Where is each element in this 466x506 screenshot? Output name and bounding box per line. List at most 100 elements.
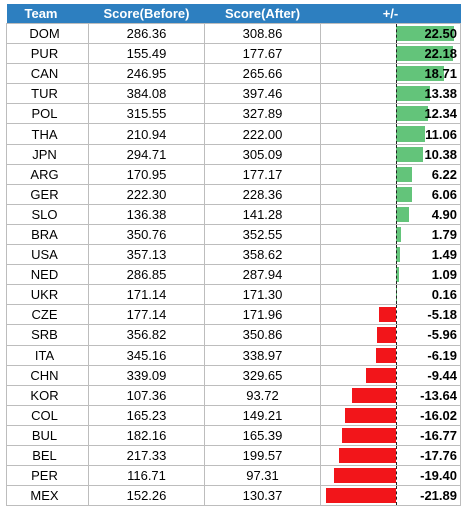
positive-bar bbox=[396, 46, 454, 62]
delta-value: 10.38 bbox=[424, 146, 457, 162]
score-after-cell: 93.72 bbox=[204, 384, 321, 406]
delta-cell: 1.49 bbox=[320, 244, 461, 266]
delta-value: 13.38 bbox=[424, 86, 457, 102]
table-row: PUR 155.49 177.67 22.18 bbox=[6, 43, 461, 65]
positive-bar bbox=[396, 226, 401, 243]
table-row: UKR 171.14 171.30 0.16 bbox=[6, 284, 461, 306]
team-cell: TUR bbox=[6, 83, 89, 105]
team-cell: BRA bbox=[6, 223, 89, 246]
score-after-cell: 352.55 bbox=[204, 223, 321, 246]
score-after-cell: 305.09 bbox=[204, 143, 321, 165]
team-cell: GER bbox=[6, 183, 89, 205]
team-cell: PUR bbox=[6, 43, 89, 65]
delta-cell: -6.19 bbox=[320, 344, 461, 366]
score-after-cell: 265.66 bbox=[204, 63, 321, 85]
delta-cell: 13.38 bbox=[320, 83, 461, 105]
zero-line bbox=[396, 205, 397, 224]
score-after-cell: 338.97 bbox=[204, 344, 321, 366]
team-cell: BUL bbox=[6, 424, 89, 446]
delta-value: -21.89 bbox=[420, 488, 457, 504]
score-before-cell: 217.33 bbox=[88, 444, 205, 467]
delta-value: -13.64 bbox=[420, 387, 457, 403]
positive-bar bbox=[396, 86, 431, 102]
negative-bar bbox=[333, 468, 396, 484]
score-table: Team Score(Before) Score(After) +/- DOM 2… bbox=[6, 4, 461, 506]
header-delta: +/- bbox=[320, 4, 461, 24]
score-after-cell: 228.36 bbox=[204, 183, 321, 205]
team-cell: CAN bbox=[6, 63, 89, 85]
score-before-cell: 286.85 bbox=[88, 264, 205, 286]
score-before-cell: 357.13 bbox=[88, 244, 205, 266]
score-after-cell: 171.30 bbox=[204, 284, 321, 306]
table-row: SLO 136.38 141.28 4.90 bbox=[6, 203, 461, 225]
score-after-cell: 329.65 bbox=[204, 364, 321, 386]
table-row: NED 286.85 287.94 1.09 bbox=[6, 264, 461, 286]
zero-line bbox=[396, 64, 397, 83]
table-row: TUR 384.08 397.46 13.38 bbox=[6, 83, 461, 105]
delta-value: 4.90 bbox=[431, 206, 457, 222]
delta-cell: 11.06 bbox=[320, 123, 461, 145]
score-before-cell: 384.08 bbox=[88, 83, 205, 105]
zero-line bbox=[396, 225, 397, 244]
score-before-cell: 356.82 bbox=[88, 324, 205, 346]
header-row: Team Score(Before) Score(After) +/- bbox=[6, 4, 461, 24]
negative-bar bbox=[342, 427, 396, 443]
table-row: PER 116.71 97.31 -19.40 bbox=[6, 465, 461, 487]
negative-bar bbox=[365, 367, 396, 383]
zero-line bbox=[396, 446, 397, 465]
team-cell: PER bbox=[6, 465, 89, 487]
zero-line bbox=[396, 24, 397, 43]
positive-bar bbox=[396, 206, 409, 222]
delta-cell: -9.44 bbox=[320, 364, 461, 386]
score-before-cell: 152.26 bbox=[88, 485, 205, 506]
table-row: POL 315.55 327.89 12.34 bbox=[6, 103, 461, 125]
score-before-cell: 116.71 bbox=[88, 465, 205, 487]
score-before-cell: 345.16 bbox=[88, 344, 205, 366]
delta-cell: 18.71 bbox=[320, 63, 461, 85]
score-before-cell: 170.95 bbox=[88, 163, 205, 185]
delta-value: 1.09 bbox=[431, 267, 457, 283]
delta-value: 18.71 bbox=[424, 66, 457, 82]
delta-value: -5.18 bbox=[427, 307, 457, 323]
positive-bar bbox=[396, 186, 412, 202]
score-after-cell: 287.94 bbox=[204, 264, 321, 286]
zero-line bbox=[396, 285, 397, 304]
delta-value: 12.34 bbox=[424, 106, 457, 122]
score-after-cell: 165.39 bbox=[204, 424, 321, 446]
zero-line bbox=[396, 84, 397, 103]
delta-cell: -13.64 bbox=[320, 384, 461, 406]
score-after-cell: 327.89 bbox=[204, 103, 321, 125]
delta-value: 0.16 bbox=[431, 287, 457, 303]
delta-cell: -16.77 bbox=[320, 424, 461, 446]
zero-line bbox=[396, 366, 397, 385]
delta-value: -19.40 bbox=[420, 468, 457, 484]
delta-cell: 1.09 bbox=[320, 264, 461, 286]
score-after-cell: 149.21 bbox=[204, 404, 321, 426]
score-after-cell: 222.00 bbox=[204, 123, 321, 145]
score-after-cell: 350.86 bbox=[204, 324, 321, 346]
score-before-cell: 339.09 bbox=[88, 364, 205, 386]
zero-line bbox=[396, 486, 397, 505]
delta-cell: 4.90 bbox=[320, 203, 461, 225]
score-before-cell: 246.95 bbox=[88, 63, 205, 85]
score-before-cell: 350.76 bbox=[88, 223, 205, 246]
negative-bar bbox=[352, 387, 396, 403]
score-before-cell: 182.16 bbox=[88, 424, 205, 446]
score-before-cell: 210.94 bbox=[88, 123, 205, 145]
table-row: USA 357.13 358.62 1.49 bbox=[6, 244, 461, 266]
delta-cell: -16.02 bbox=[320, 404, 461, 426]
zero-line bbox=[396, 165, 397, 184]
score-before-cell: 315.55 bbox=[88, 103, 205, 125]
delta-value: -17.76 bbox=[420, 448, 457, 464]
score-before-cell: 171.14 bbox=[88, 284, 205, 306]
score-after-cell: 97.31 bbox=[204, 465, 321, 487]
score-after-cell: 358.62 bbox=[204, 244, 321, 266]
table-row: BUL 182.16 165.39 -16.77 bbox=[6, 424, 461, 446]
delta-cell: 1.79 bbox=[320, 223, 461, 246]
negative-bar bbox=[376, 347, 396, 363]
score-after-cell: 199.57 bbox=[204, 444, 321, 467]
zero-line bbox=[396, 145, 397, 164]
table-row: COL 165.23 149.21 -16.02 bbox=[6, 404, 461, 426]
positive-bar bbox=[396, 106, 428, 122]
score-before-cell: 294.71 bbox=[88, 143, 205, 165]
